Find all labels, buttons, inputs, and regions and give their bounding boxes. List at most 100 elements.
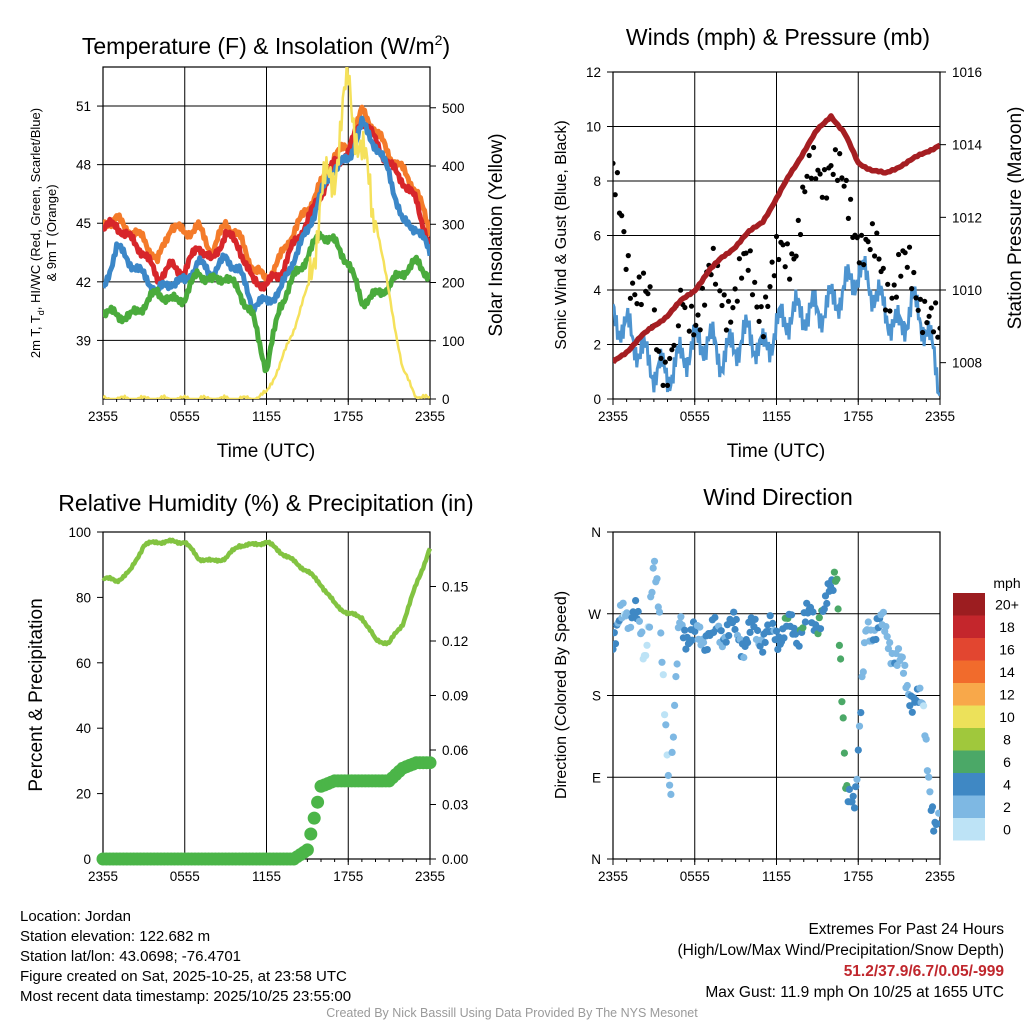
colorbar-label: 12	[999, 686, 1015, 702]
direction-point	[898, 653, 906, 661]
direction-point	[834, 605, 842, 613]
extremes-title: Extremes For Past 24 Hours	[808, 921, 1004, 938]
extremes-subtitle: (High/Low/Max Wind/Precipitation/Snow De…	[677, 942, 1005, 959]
direction-point	[666, 781, 674, 789]
location-text: Location: Jordan	[20, 908, 131, 925]
direction-point	[613, 645, 617, 653]
y-tick-label: 12	[586, 65, 601, 80]
gust-point	[830, 171, 836, 177]
gust-point	[917, 296, 924, 302]
direction-point	[669, 733, 678, 741]
direction-point	[857, 709, 865, 717]
gust-point	[686, 328, 692, 334]
y-right-tick-label: 0.12	[442, 634, 468, 649]
direction-point	[901, 661, 909, 670]
gust-point	[697, 327, 703, 333]
direction-point	[922, 735, 930, 743]
direction-point	[845, 785, 854, 794]
direction-point	[801, 618, 810, 626]
gust-point	[784, 241, 791, 247]
gust-point	[723, 327, 730, 333]
gust-point	[632, 292, 638, 298]
colorbar-label: 20+	[995, 596, 1019, 612]
y-right-tick-label: 0.03	[442, 798, 468, 813]
extremes-values: 51.2/37.9/6.7/0.05/-999	[843, 963, 1004, 980]
direction-point	[923, 767, 932, 775]
latlon-text: Station lat/lon: 43.0698; -76.4701	[20, 948, 242, 965]
direction-point	[664, 771, 672, 780]
y-tick-label: 100	[68, 525, 91, 540]
direction-point	[840, 749, 849, 757]
gust-point	[802, 189, 808, 195]
gust-point	[800, 184, 806, 190]
gust-point	[749, 292, 756, 298]
series-line	[103, 116, 430, 292]
gust-point	[767, 284, 773, 290]
direction-point	[769, 619, 777, 628]
humidity-line	[101, 537, 433, 647]
gust-point	[739, 275, 745, 281]
gust-point	[702, 302, 708, 308]
gust-point	[619, 213, 625, 219]
y-tick-label: 45	[76, 216, 91, 231]
direction-point	[635, 617, 644, 625]
direction-point	[853, 775, 861, 784]
gust-point	[813, 176, 819, 182]
y-tick-label: 60	[76, 656, 91, 671]
x-tick-label: 2355	[415, 409, 445, 424]
gust-point	[719, 302, 725, 309]
gust-point	[911, 269, 917, 276]
colorbar-swatch	[953, 818, 985, 841]
y-tick-label: 20	[76, 787, 91, 802]
gust-point	[904, 264, 910, 270]
gust-point	[887, 308, 893, 314]
direction-point	[672, 673, 680, 681]
colorbar-label: 2	[1003, 799, 1011, 815]
y-right-tick-label: 0	[442, 392, 450, 407]
winds-right-axis-label: Station Pressure (Maroon)	[1005, 107, 1024, 330]
gust-point	[928, 305, 934, 311]
y-tick-label: 8	[593, 174, 601, 189]
gust-point	[782, 264, 788, 270]
x-tick-label: 1755	[333, 409, 363, 424]
direction-point	[761, 638, 769, 647]
direction-point	[703, 646, 711, 654]
y-right-tick-label: 1016	[952, 65, 982, 80]
extremes-block: Extremes For Past 24 Hours (High/Low/Max…	[678, 919, 1005, 1003]
gust-point	[922, 298, 928, 304]
y-tick-label: 0	[83, 852, 91, 867]
direction-point	[823, 599, 831, 608]
direction-point	[839, 714, 847, 722]
direction-point	[926, 788, 934, 796]
y-tick-label: N	[591, 525, 601, 540]
gust-point	[815, 167, 821, 173]
gust-point	[732, 286, 738, 292]
direction-point	[759, 648, 767, 656]
direction-point	[659, 671, 667, 679]
direction-point	[613, 629, 618, 637]
direction-point	[655, 608, 664, 616]
direction-point	[882, 623, 890, 631]
direction-point	[772, 627, 781, 635]
direction-point	[746, 628, 754, 637]
gust-point	[896, 251, 902, 258]
direction-point	[838, 698, 846, 706]
colorbar-swatch	[953, 705, 985, 728]
gust-point	[721, 292, 727, 298]
gust-point	[834, 177, 841, 183]
gust-point	[760, 334, 767, 340]
gust-point	[710, 245, 716, 251]
station-info: Location: Jordan Station elevation: 122.…	[20, 907, 351, 1007]
gust-point	[909, 286, 915, 292]
gust-point	[678, 287, 684, 293]
y-tick-label: N	[591, 852, 601, 867]
gust-point	[780, 242, 786, 248]
gust-point	[613, 160, 616, 166]
y-right-tick-label: 0.15	[442, 580, 468, 595]
max-gust-text: Max Gust: 11.9 mph On 10/25 at 1655 UTC	[705, 984, 1004, 1001]
gust-point	[915, 307, 921, 313]
colorbar-swatch	[953, 660, 985, 683]
gust-point	[645, 291, 651, 297]
direction-point	[809, 608, 817, 616]
wind-direction-y-axis-label: Direction (Colored By Speed)	[553, 591, 570, 799]
